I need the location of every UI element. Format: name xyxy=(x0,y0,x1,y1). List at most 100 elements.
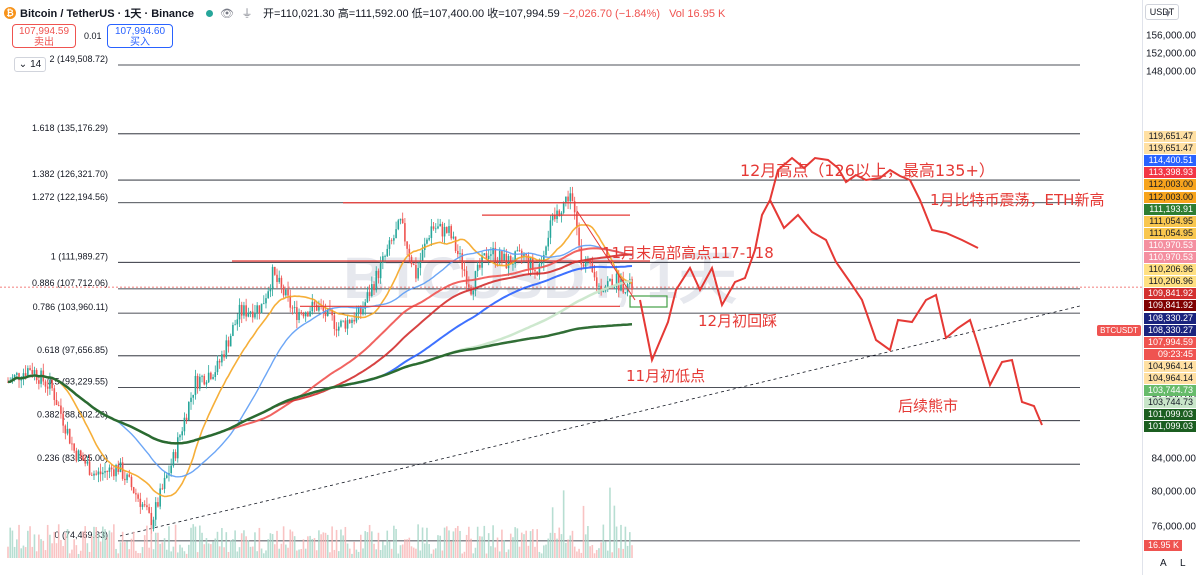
candle-body xyxy=(210,372,212,379)
auto-scale-button[interactable]: A xyxy=(1160,558,1167,569)
candle xyxy=(307,310,309,318)
candle xyxy=(373,281,375,295)
candle-body xyxy=(40,370,42,384)
volume-bar xyxy=(344,526,347,558)
candle xyxy=(300,310,303,316)
candle-body xyxy=(293,307,296,308)
volume-bar xyxy=(439,535,441,558)
candle-body xyxy=(439,223,441,227)
price-tick-label: 80,000.00 xyxy=(1151,486,1197,498)
bell-icon[interactable]: ⏚ xyxy=(241,8,253,20)
candle-body xyxy=(600,285,602,293)
candle-body xyxy=(534,270,536,272)
candle-body xyxy=(135,493,137,495)
candle-body xyxy=(254,312,256,318)
candle xyxy=(582,262,585,268)
eye-icon[interactable]: 👁 xyxy=(220,7,234,20)
candle xyxy=(86,456,89,466)
volume-bar xyxy=(481,536,483,558)
candle-body xyxy=(304,312,307,317)
volume-bar xyxy=(117,553,120,558)
candle-body xyxy=(192,394,195,398)
candle-body xyxy=(249,311,252,313)
symbol-title[interactable]: Bitcoin / TetherUS · 1天 · Binance xyxy=(20,8,194,20)
volume-bar xyxy=(223,547,225,558)
candle-body xyxy=(309,311,311,317)
candle-body xyxy=(260,303,263,314)
candle-body xyxy=(285,289,287,296)
volume-bar xyxy=(529,531,532,558)
volume-bar xyxy=(492,525,494,558)
volume-tag: 16.95 K xyxy=(1144,540,1182,551)
sell-label: 卖出 xyxy=(34,37,54,48)
volume-bar xyxy=(554,532,556,558)
candle xyxy=(518,244,521,252)
sell-button[interactable]: 107,994.59 卖出 xyxy=(12,24,76,48)
candle xyxy=(576,205,578,236)
volume-bar xyxy=(573,546,576,558)
volume-bar xyxy=(454,528,457,558)
candle-body xyxy=(227,340,230,347)
candle-body xyxy=(340,320,342,327)
candle-body xyxy=(181,431,183,436)
volume-bar xyxy=(60,539,62,558)
price-axis[interactable]: 156,000.00 152,000.00 148,000.00 92,000.00 8… xyxy=(1142,0,1199,575)
volume-bar xyxy=(57,524,60,558)
volume-bar xyxy=(360,534,362,558)
candle xyxy=(42,363,45,386)
volume-bar xyxy=(183,551,186,558)
candle-body xyxy=(492,247,494,255)
volume-bar xyxy=(27,530,29,558)
volume-bar xyxy=(390,548,393,558)
volume-bar xyxy=(75,545,78,558)
candle xyxy=(192,394,195,405)
volume-bar xyxy=(452,531,455,558)
candle-body xyxy=(578,227,580,246)
volume-bar xyxy=(88,551,91,558)
candle-body xyxy=(397,220,400,230)
volume-bar xyxy=(38,534,40,558)
candle-body xyxy=(589,260,591,264)
candle-body xyxy=(613,286,616,288)
chevron-down-icon[interactable]: ▾ xyxy=(1165,8,1171,20)
candle xyxy=(344,318,347,333)
volume-bar xyxy=(531,529,534,558)
log-scale-button[interactable]: L xyxy=(1180,558,1186,569)
volume-bar xyxy=(238,547,241,558)
volume-bar xyxy=(415,548,417,558)
change-value: −2,026.70 (−1.84%) xyxy=(562,8,660,20)
candle-body xyxy=(567,196,569,202)
candle xyxy=(565,196,567,207)
volume-value: Vol 16.95 K xyxy=(669,8,726,20)
volume-bar xyxy=(421,527,424,558)
candle-body xyxy=(296,307,298,321)
candle xyxy=(337,322,340,337)
candle-body xyxy=(179,435,181,438)
volume-bar xyxy=(95,527,97,558)
volume-bar xyxy=(124,542,126,558)
candle-body xyxy=(38,380,40,384)
candle-body xyxy=(342,320,344,322)
price-chart[interactable]: BTCUSDT, 1天2 (149,508.72)1.618 (135,176.… xyxy=(0,0,1142,575)
trend-marker xyxy=(576,210,636,301)
volume-bar xyxy=(465,534,468,558)
currency-selector[interactable]: USDT xyxy=(1145,4,1179,20)
volume-bar xyxy=(51,543,53,558)
volume-bar xyxy=(84,526,86,558)
candle xyxy=(152,516,155,532)
candle-body xyxy=(148,507,150,513)
candle xyxy=(452,231,455,240)
candle xyxy=(368,284,371,302)
volume-bar xyxy=(567,539,569,558)
candle-body xyxy=(465,270,468,285)
candle-body xyxy=(545,246,547,256)
price-level-pill: 103,744.73 xyxy=(1144,397,1196,409)
indicator-toggle[interactable]: ⌄ 14 xyxy=(14,57,46,72)
volume-bar xyxy=(615,526,618,558)
candle xyxy=(265,293,267,309)
buy-button[interactable]: 107,994.60 买入 xyxy=(107,24,173,48)
candle xyxy=(450,224,453,241)
volume-bar xyxy=(150,525,153,558)
candle-body xyxy=(401,218,404,224)
candle-body xyxy=(459,253,461,255)
